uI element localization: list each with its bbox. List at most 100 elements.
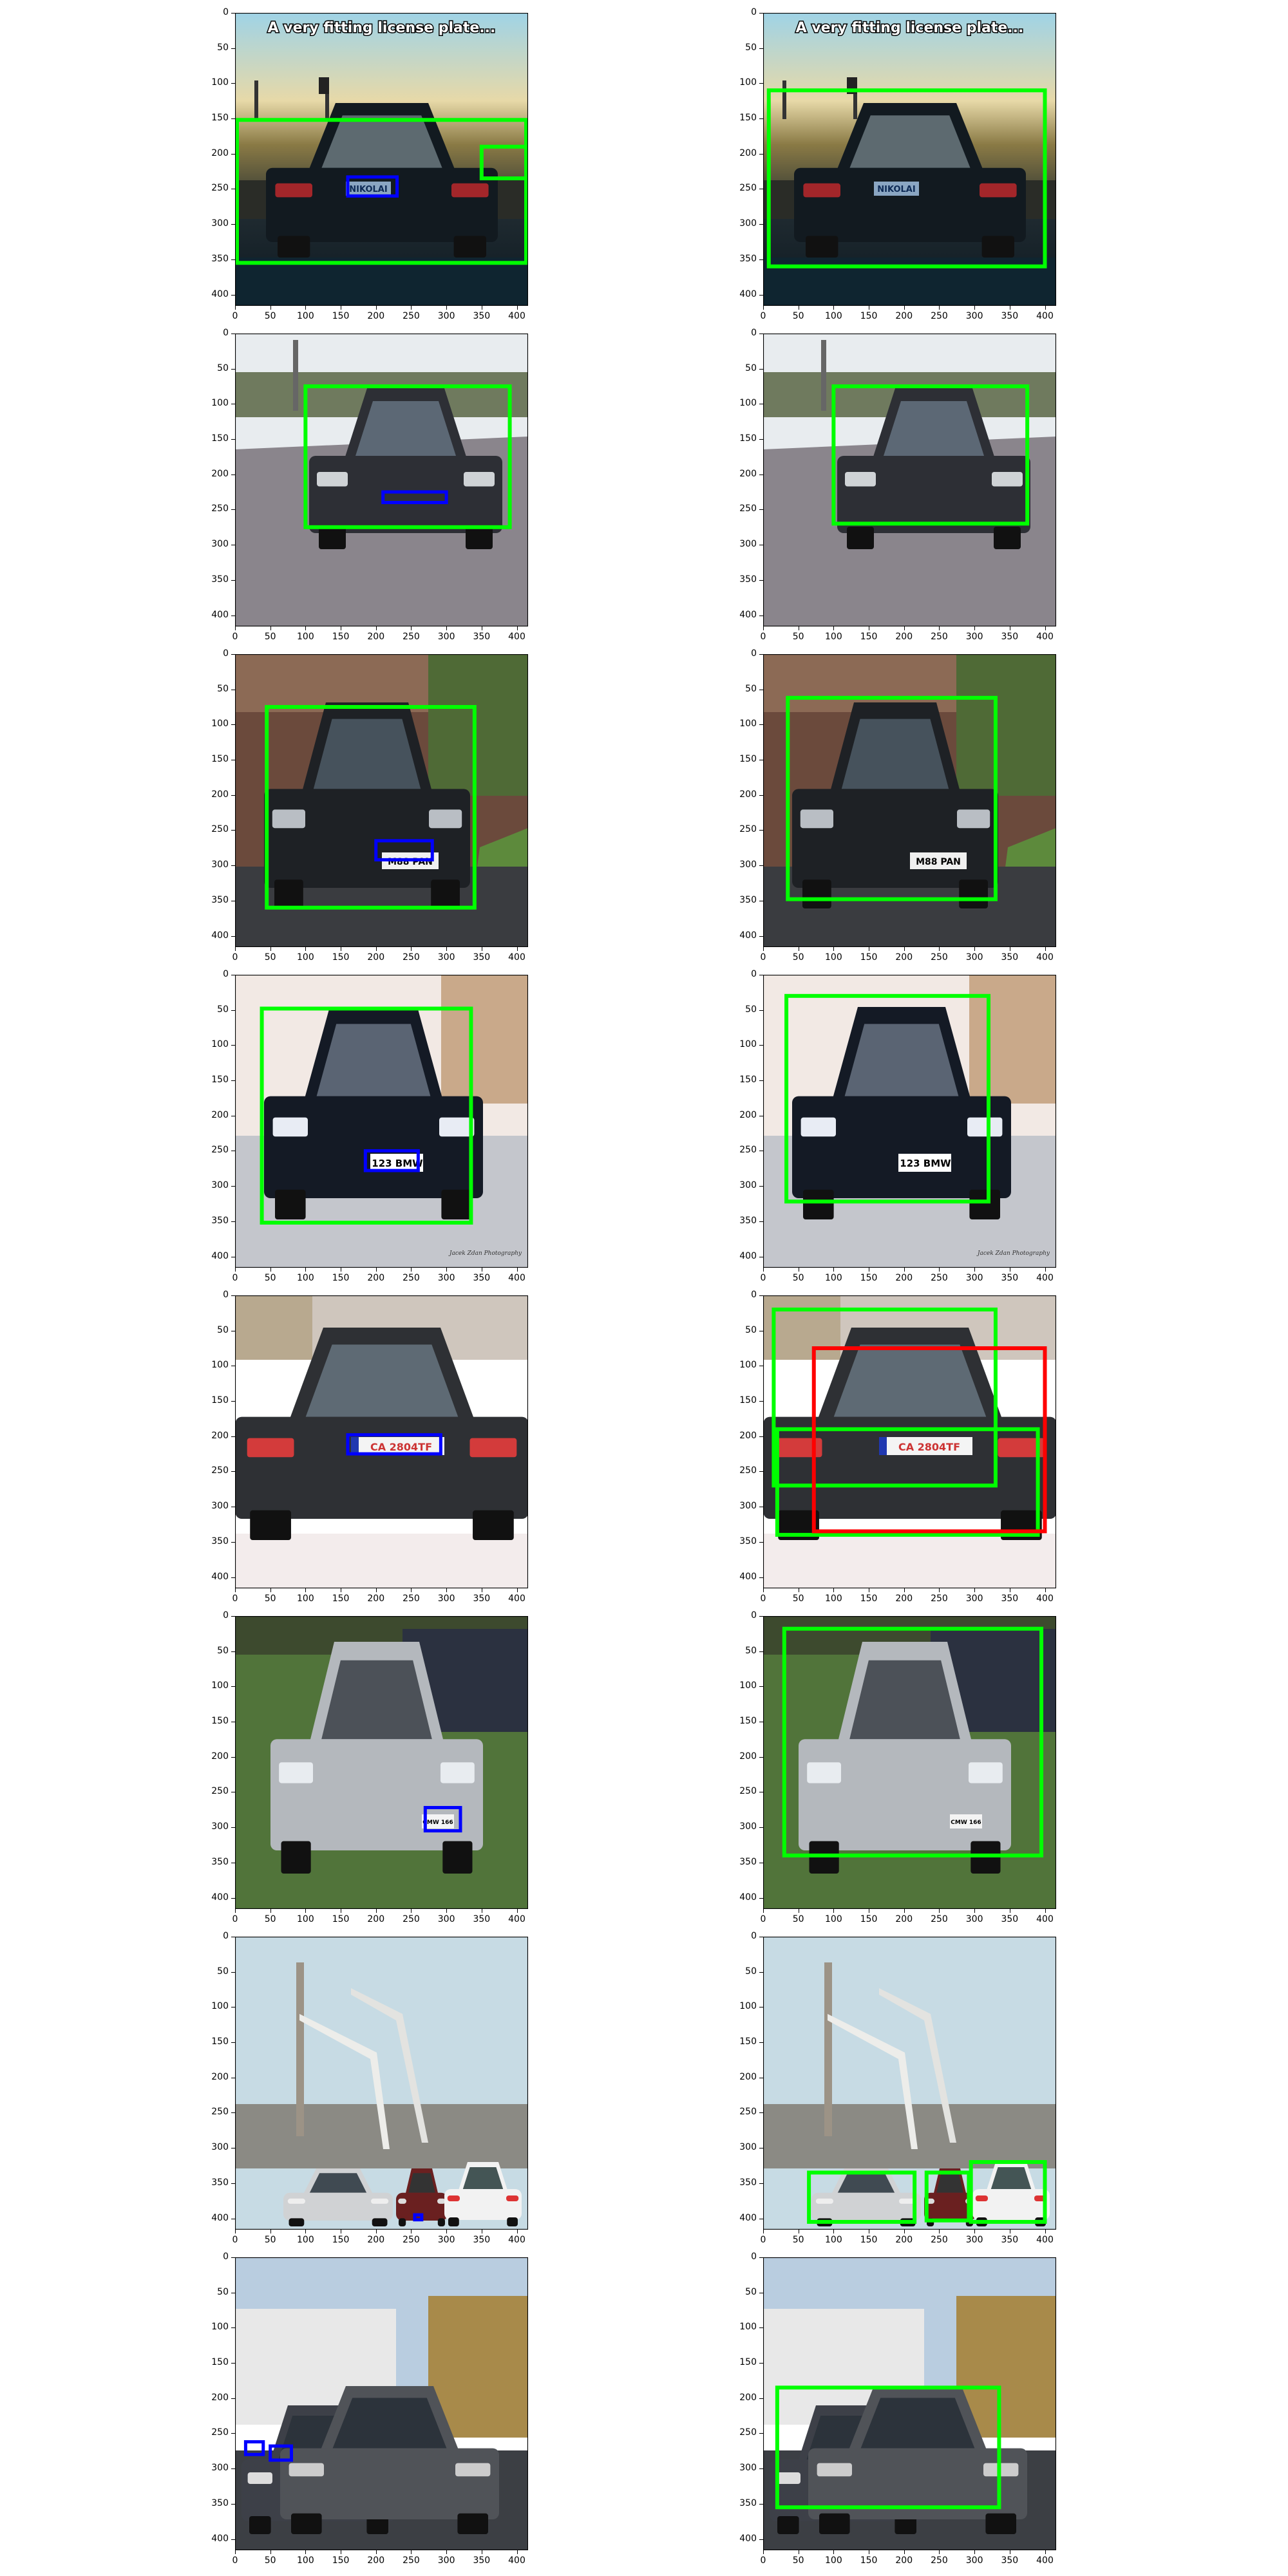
x-tick-label: 400: [1036, 632, 1054, 642]
x-tick-mark: [833, 626, 835, 630]
plate-bounding-box: [269, 2444, 293, 2462]
y-tick-label: 250: [211, 1786, 229, 1797]
y-tick-label: 150: [739, 1395, 757, 1406]
y-tick-label: 0: [751, 7, 757, 17]
x-tick-mark: [516, 306, 518, 310]
y-tick-label: 50: [217, 683, 229, 694]
y-tick-label: 150: [739, 1075, 757, 1086]
x-tick-label: 250: [931, 1273, 948, 1283]
x-tick-mark: [904, 2550, 905, 2554]
y-tick-mark: [231, 2398, 235, 2399]
y-tick-mark: [231, 1436, 235, 1437]
y-tick-mark: [231, 2433, 235, 2434]
y-tick-mark: [759, 1295, 763, 1296]
x-tick-mark: [939, 626, 940, 630]
x-tick-label: 300: [437, 1914, 455, 1924]
y-tick-label: 150: [211, 1716, 229, 1727]
y-tick-mark: [759, 1045, 763, 1046]
x-tick-label: 400: [1036, 2555, 1054, 2566]
y-tick-label: 150: [739, 433, 757, 444]
y-tick-label: 300: [739, 2142, 757, 2153]
x-tick-mark: [516, 1268, 518, 1272]
y-tick-label: 300: [211, 539, 229, 550]
x-tick-mark: [974, 1588, 976, 1592]
x-tick-mark: [833, 1909, 835, 1913]
x-tick-mark: [974, 1268, 976, 1272]
x-tick-mark: [270, 1268, 271, 1272]
y-tick-mark: [231, 2042, 235, 2044]
y-tick-mark: [759, 294, 763, 296]
y-tick-label: 300: [739, 1501, 757, 1512]
y-tick-label: 250: [739, 824, 757, 835]
x-tick-mark: [235, 2230, 236, 2233]
x-tick-mark: [235, 1909, 236, 1913]
y-tick-label: 200: [739, 468, 757, 479]
plate-text: 123 BMW: [372, 1158, 423, 1169]
x-tick-mark: [904, 1268, 905, 1272]
y-tick-label: 200: [739, 1751, 757, 1762]
x-tick-mark: [974, 1909, 976, 1913]
axes-frame: [763, 1937, 1056, 2230]
x-tick-label: 350: [1001, 1273, 1019, 1283]
x-tick-mark: [974, 2230, 976, 2233]
y-tick-label: 0: [223, 328, 229, 338]
x-tick-mark: [763, 1909, 764, 1913]
x-tick-label: 350: [1001, 1594, 1019, 1604]
car-bounding-box: [786, 695, 998, 901]
y-tick-label: 150: [211, 754, 229, 765]
x-tick-mark: [974, 2550, 976, 2554]
x-tick-label: 250: [402, 1273, 420, 1283]
y-tick-mark: [759, 1436, 763, 1437]
y-tick-label: 250: [739, 2427, 757, 2438]
y-tick-label: 150: [739, 2036, 757, 2047]
axes-frame: [763, 1616, 1056, 1909]
y-tick-label: 400: [211, 1571, 229, 1582]
x-tick-label: 50: [264, 2555, 276, 2566]
scene-photo: M88 PAN: [235, 654, 528, 947]
x-tick-label: 150: [860, 311, 878, 321]
y-tick-mark: [231, 259, 235, 260]
car-bounding-box: [260, 1006, 473, 1225]
x-tick-label: 400: [508, 1594, 526, 1604]
x-tick-label: 0: [232, 2555, 238, 2566]
x-tick-mark: [939, 1909, 940, 1913]
y-tick-label: 400: [739, 609, 757, 620]
car-bounding-box: [766, 88, 1047, 268]
x-tick-mark: [235, 1268, 236, 1272]
x-tick-label: 100: [825, 2235, 842, 2245]
detection-image: M88 PAN: [763, 654, 1056, 947]
y-tick-mark: [231, 294, 235, 296]
y-tick-mark: [231, 1045, 235, 1046]
x-tick-label: 50: [792, 2235, 804, 2245]
y-tick-mark: [231, 368, 235, 370]
y-tick-label: 100: [739, 1039, 757, 1050]
scene-photo: [763, 2257, 1056, 2550]
x-tick-label: 100: [297, 2235, 314, 2245]
y-tick-mark: [759, 153, 763, 155]
plate-bounding-box: [423, 1806, 462, 1833]
panel-row-5-right: CA 2804TF 0 0 50 50 100 100 150 150 200 200 250 250 3…: [731, 1289, 1069, 1614]
panel-row-1-left: A very fitting license plate... NIKOLAI 0 0…: [203, 6, 541, 332]
y-tick-mark: [759, 2327, 763, 2329]
y-tick-label: 200: [739, 147, 757, 158]
x-tick-label: 150: [860, 2235, 878, 2245]
x-tick-mark: [446, 1268, 448, 1272]
axes-frame: [763, 1295, 1056, 1588]
y-tick-label: 400: [739, 1892, 757, 1903]
x-tick-label: 100: [297, 632, 314, 642]
x-tick-label: 250: [402, 311, 420, 321]
y-tick-mark: [759, 1686, 763, 1688]
y-tick-label: 100: [211, 77, 229, 88]
x-tick-label: 200: [895, 1273, 913, 1283]
car-bounding-box: [775, 1427, 1040, 1537]
y-tick-label: 150: [739, 113, 757, 124]
x-tick-label: 350: [1001, 632, 1019, 642]
y-tick-label: 250: [211, 2427, 229, 2438]
y-tick-label: 350: [739, 894, 757, 905]
y-tick-label: 100: [739, 2001, 757, 2012]
x-tick-mark: [974, 947, 976, 951]
y-tick-mark: [759, 1897, 763, 1899]
y-tick-mark: [759, 1080, 763, 1082]
x-tick-label: 200: [895, 311, 913, 321]
